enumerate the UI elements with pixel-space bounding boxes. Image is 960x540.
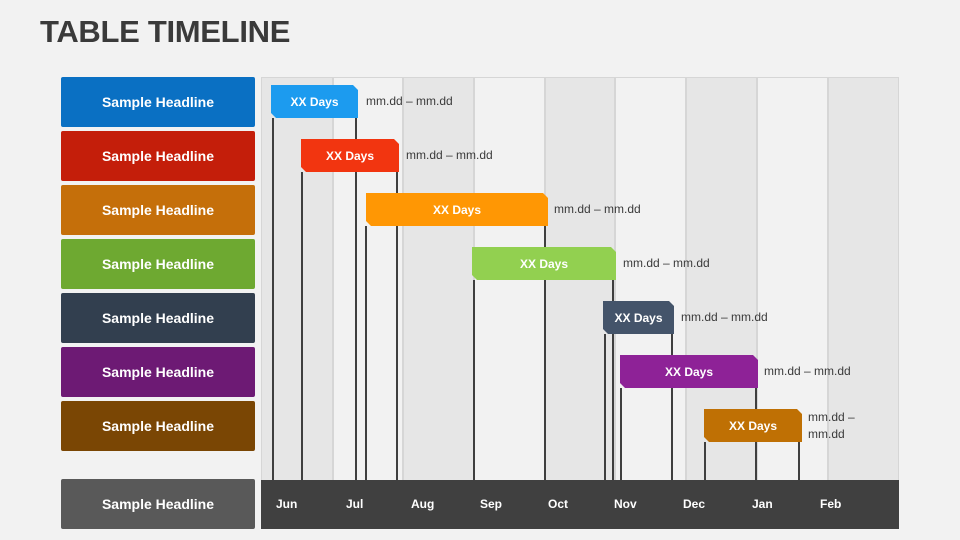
task-bar: XX Days: [366, 193, 548, 226]
month-label: Feb: [820, 497, 842, 511]
date-range-label: mm.dd – mm.dd: [366, 94, 453, 108]
connector-line: [798, 442, 800, 480]
task-bar: XX Days: [704, 409, 802, 442]
row-headline: Sample Headline: [61, 347, 255, 397]
month-label: Jan: [752, 497, 773, 511]
connector-line: [620, 388, 622, 480]
row-headline: Sample Headline: [61, 293, 255, 343]
row-headline: Sample Headline: [61, 131, 255, 181]
month-column: [403, 77, 474, 480]
connector-line: [612, 280, 614, 480]
connector-line: [396, 172, 398, 480]
month-label: Nov: [614, 497, 637, 511]
page-title: TABLE TIMELINE: [40, 14, 291, 49]
connector-line: [671, 334, 673, 480]
connector-line: [544, 226, 546, 480]
month-label: Jul: [346, 497, 364, 511]
connector-line: [704, 442, 706, 480]
date-range-label: mm.dd – mm.dd: [681, 310, 768, 324]
month-label: Oct: [548, 497, 569, 511]
month-label: Dec: [683, 497, 706, 511]
row-headline: Sample Headline: [61, 77, 255, 127]
date-range-label: mm.dd – mm.dd: [623, 256, 710, 270]
task-bar: XX Days: [271, 85, 358, 118]
month-column: [828, 77, 899, 480]
task-bar: XX Days: [603, 301, 674, 334]
month-label: Sep: [480, 497, 503, 511]
connector-line: [604, 334, 606, 480]
connector-line: [301, 172, 303, 480]
date-range-label: mm.dd – mm.dd: [808, 410, 855, 441]
axis-headline: Sample Headline: [61, 479, 255, 529]
date-range-label: mm.dd – mm.dd: [764, 364, 851, 378]
connector-line: [355, 118, 357, 480]
month-axis: [261, 480, 899, 529]
month-label: Aug: [411, 497, 435, 511]
row-headline: Sample Headline: [61, 239, 255, 289]
row-headline: Sample Headline: [61, 401, 255, 451]
row-headline: Sample Headline: [61, 185, 255, 235]
month-label: Jun: [276, 497, 298, 511]
connector-line: [473, 280, 475, 480]
month-column: [615, 77, 686, 480]
date-range-label: mm.dd – mm.dd: [554, 202, 641, 216]
task-bar: XX Days: [620, 355, 758, 388]
task-bar: XX Days: [472, 247, 616, 280]
date-range-label: mm.dd – mm.dd: [406, 148, 493, 162]
month-column: [333, 77, 403, 480]
connector-line: [365, 226, 367, 480]
connector-line: [272, 118, 274, 480]
task-bar: XX Days: [301, 139, 399, 172]
